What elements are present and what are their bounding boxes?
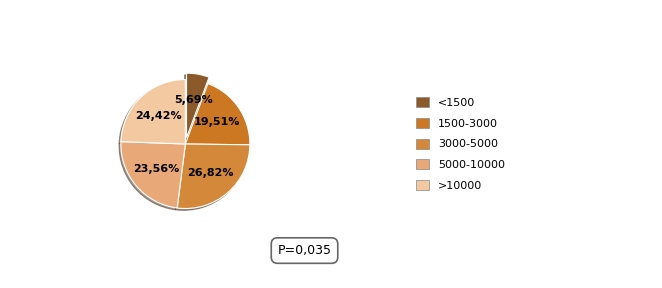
Legend: <1500, 1500-3000, 3000-5000, 5000-10000, >10000: <1500, 1500-3000, 3000-5000, 5000-10000,… [416,97,505,191]
Wedge shape [187,73,209,138]
Text: 23,56%: 23,56% [132,164,179,174]
Text: P=0,035: P=0,035 [277,244,332,257]
Wedge shape [121,79,185,144]
Text: 24,42%: 24,42% [135,111,182,121]
Wedge shape [121,142,185,208]
Wedge shape [177,144,250,209]
Text: 19,51%: 19,51% [194,117,240,127]
Wedge shape [185,84,250,145]
Text: 26,82%: 26,82% [187,168,234,178]
Text: 5,69%: 5,69% [174,94,213,105]
